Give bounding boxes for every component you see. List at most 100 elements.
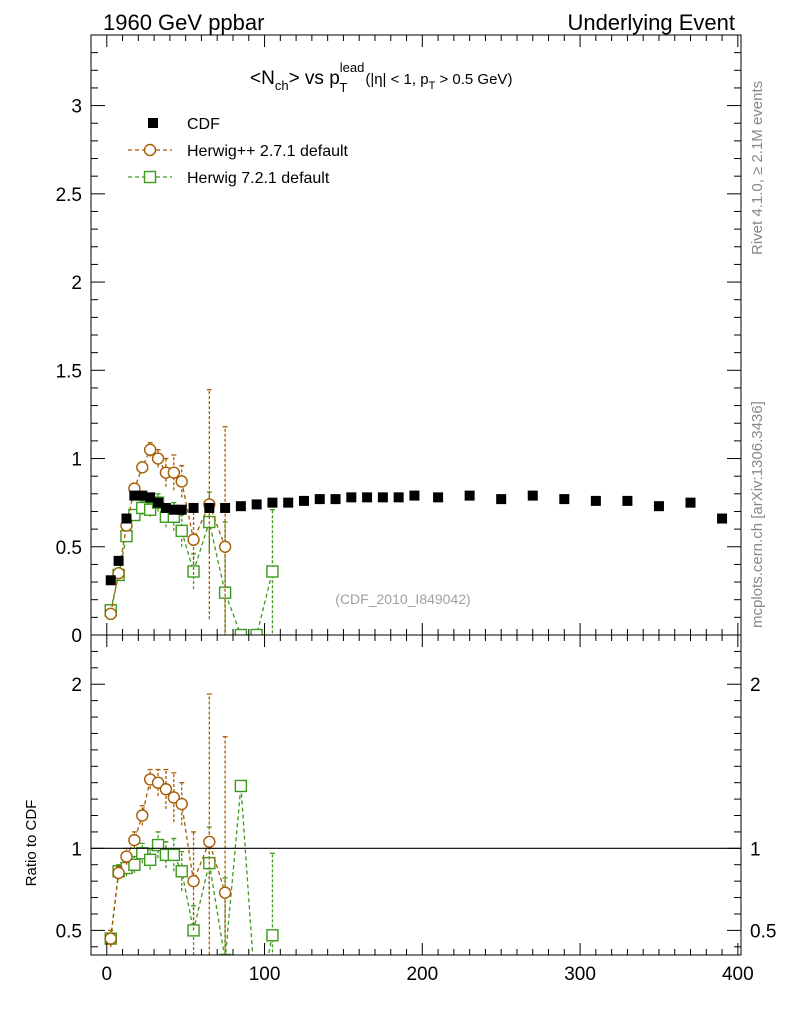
herwig7-main-point [143,503,157,516]
herwigpp-main-point [167,466,181,479]
cdf-data-point [153,497,164,508]
cdf-data-point [685,497,696,508]
herwigpp-ratio-point [120,850,133,863]
cdf-data-point [409,490,420,501]
herwig7-main-point [175,524,188,538]
cdf-data-point [464,490,475,501]
ratio-y-tick-label-right: 2 [750,675,761,696]
title-cuts-sub: T [429,80,436,92]
cdf-data-point [433,492,444,503]
herwigpp-ratio-point [104,932,117,945]
legend-cdf-marker [148,118,158,128]
cdf-data-point [251,499,262,510]
herwig7-main-point [187,565,200,578]
herwig7-main-point [234,628,248,635]
title-lhs-sub: ch [275,78,289,93]
cdf-data-point [314,494,325,505]
herwig7-ratio-point [143,853,157,867]
x-tick-label: 0 [101,964,112,985]
x-tick-label: 300 [564,964,596,985]
rivet-version-label: Rivet 4.1.0, ≥ 2.1M events [749,81,766,255]
cdf-data-point [717,513,728,524]
ratio-plot-area [104,693,279,1018]
x-tick-label: 400 [722,964,754,985]
herwig7-ratio-point [234,779,248,793]
herwigpp-ratio-point [112,866,125,880]
legend-herwigpp-label: Herwig++ 2.7.1 default [187,143,349,160]
herwigpp-ratio-point [187,874,200,888]
cdf-data-point [362,492,373,503]
main-y-tick-label: 3 [71,97,82,118]
title-lhs: <N [250,68,275,89]
herwig7-ratio-point [251,1007,262,1018]
herwig7-main-point [218,586,232,599]
x-tick-label: 200 [406,964,438,985]
herwigpp-main-point [218,540,232,553]
herwigpp-ratio-point [218,886,232,899]
cdf-data-point [330,494,341,505]
main-plot-area [104,389,728,635]
herwig7-ratio-point [151,838,165,852]
herwigpp-ratio-point [128,833,141,847]
main-y-tick-label: 2.5 [56,185,82,206]
herwigpp-ratio-point [159,783,173,796]
ratio-y-tick-label: 1 [71,839,82,860]
legend-cdf-label: CDF [187,116,220,133]
herwigpp-ratio-point [151,776,165,789]
herwigpp-ratio-point [203,835,216,848]
title-mid: > vs p [289,68,340,89]
ratio-y-tick-label-right: 0.5 [750,921,776,942]
legend-herwig7-label: Herwig 7.2.1 default [187,170,330,187]
mcplots-label: mcplots.cern.ch [arXiv:1306.3436] [749,401,766,628]
cdf-data-point [160,502,171,513]
herwigpp-main-point [143,443,157,456]
herwig7-ratio-point [167,848,181,862]
cdf-data-point [220,502,231,513]
cdf-data-point [129,490,140,501]
herwig7-main-point [266,565,279,578]
cdf-data-point [559,494,570,505]
cdf-data-point [145,492,156,503]
cdf-data-point [121,513,132,524]
main-y-tick-label: 0.5 [56,538,82,559]
cdf-data-point [105,575,116,586]
header-energy: 1960 GeV ppbar [103,10,264,35]
ratio-y-tick-label-right: 1 [750,839,761,860]
herwigpp-main-point [104,607,117,621]
cdf-data-point [377,492,388,503]
cdf-data-point [188,502,199,513]
cdf-data-point [346,492,357,503]
cdf-data-point [590,495,601,506]
cdf-data-point [393,492,404,503]
cdf-data-point [176,504,187,515]
herwig7-ratio-point [128,858,141,871]
cdf-data-point [622,495,633,506]
herwig7-main-point [250,628,263,635]
herwig7-ratio-point [218,953,232,955]
cdf-data-point [204,502,215,513]
cdf-data-point [527,490,538,501]
analysis-watermark: (CDF_2010_I849042) [335,591,470,607]
ratio-y-tick-label: 0.5 [56,921,82,942]
ratio-plot-frame [90,634,742,956]
main-y-tick-label: 1.5 [56,361,82,382]
cdf-data-point [298,495,309,506]
herwigpp-ratio-point [167,791,181,804]
herwig7-ratio-point [175,865,188,878]
herwigpp-main-point [187,533,200,546]
chart-title: <Nch> vs plead T (|η| < 1, pT > 0.5 GeV) [250,60,512,95]
header-analysis: Underlying Event [567,10,735,35]
title-sub: T [339,80,347,95]
x-tick-label: 100 [249,964,281,985]
herwigpp-main-point [112,567,125,580]
cdf-data-point [168,504,179,515]
title-sup: lead [340,60,365,75]
cdf-data-point [267,497,278,508]
ratio-y-axis-label: Ratio to CDF [23,800,40,887]
legend-herwig7-marker [143,170,157,184]
title-cuts-a: (|η| < 1, p [365,71,428,88]
main-y-tick-label: 1 [71,450,82,471]
cdf-data-point [496,494,507,505]
herwig7-ratio-point [266,929,279,942]
